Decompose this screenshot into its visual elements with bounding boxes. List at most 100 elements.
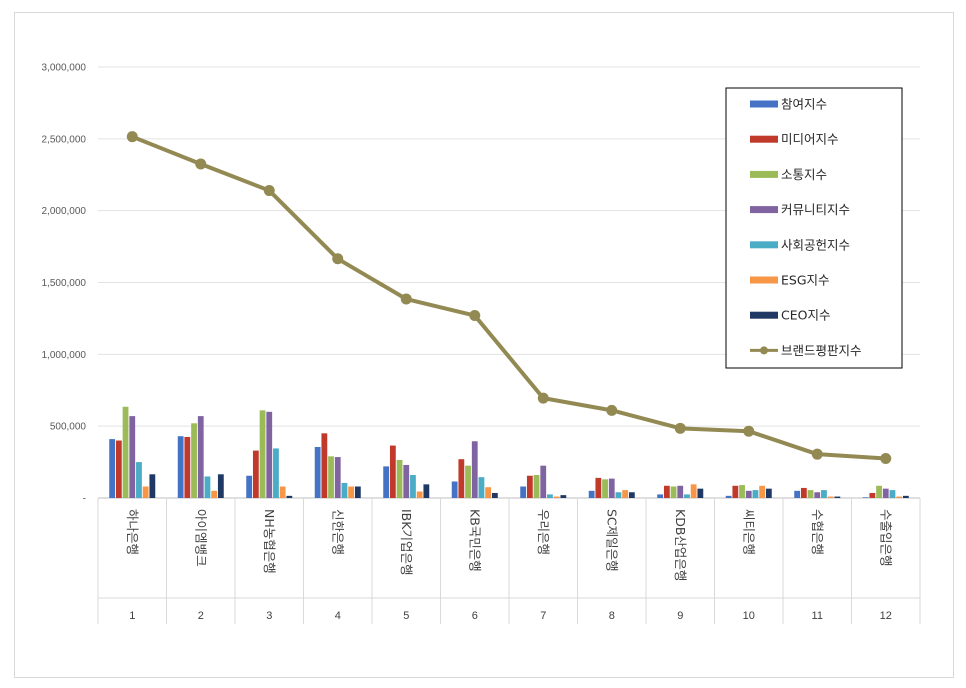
bar — [348, 486, 355, 498]
rank-label: 10 — [743, 610, 755, 622]
rank-label: 2 — [198, 610, 204, 622]
bar-group — [725, 485, 772, 498]
bar — [560, 495, 567, 498]
legend-swatch — [750, 100, 778, 108]
bar-group — [794, 487, 841, 498]
bar — [266, 411, 273, 498]
x-tick-label: SC제일은행 — [604, 509, 619, 572]
y-tick-label: 2,000,000 — [42, 206, 87, 217]
x-tick-label: 하나은행 — [125, 509, 140, 555]
bar — [217, 474, 224, 498]
bar — [321, 433, 328, 498]
legend-item: 사회공헌지수 — [750, 237, 850, 252]
bar — [273, 448, 279, 498]
bar — [663, 485, 670, 498]
line-point — [126, 131, 138, 143]
bar — [252, 450, 259, 498]
bar — [540, 465, 547, 498]
legend-label: 브랜드평판지수 — [781, 343, 862, 358]
bar — [807, 490, 814, 498]
x-tick-label: IBK기업은행 — [399, 509, 414, 575]
bar — [465, 465, 471, 498]
legend-marker — [760, 346, 768, 355]
rank-label: 7 — [540, 610, 546, 622]
bar — [602, 479, 608, 498]
legend-label: 사회공헌지수 — [781, 237, 850, 252]
legend-swatch — [750, 311, 778, 319]
bar — [341, 482, 348, 498]
bar — [246, 475, 253, 498]
bar — [416, 491, 423, 498]
x-tick-label: KB국민은행 — [467, 509, 482, 572]
bar — [800, 487, 807, 498]
bar — [314, 446, 321, 498]
bar — [588, 490, 595, 498]
y-tick-label: 3,000,000 — [42, 63, 87, 74]
bar — [354, 486, 361, 498]
bar-group — [657, 484, 704, 498]
bar — [533, 475, 540, 498]
rank-label: 6 — [472, 610, 478, 622]
bar — [739, 485, 745, 498]
bar — [794, 490, 801, 498]
bar — [684, 494, 690, 498]
legend-item: 커뮤니티지수 — [750, 202, 850, 217]
legend-label: 참여지수 — [781, 97, 827, 112]
bar — [882, 488, 889, 498]
bar — [471, 441, 478, 498]
bar-group — [383, 445, 430, 498]
bar — [759, 485, 766, 498]
bar — [732, 485, 739, 498]
y-tick-label: - — [83, 494, 86, 505]
bar — [657, 494, 664, 498]
line-point — [469, 310, 481, 322]
bar — [122, 406, 129, 498]
bar — [677, 485, 684, 498]
legend-item: 참여지수 — [750, 97, 827, 112]
bar — [410, 475, 416, 498]
x-tick-label: KDB산업은행 — [673, 509, 688, 581]
bar — [211, 490, 218, 498]
bar — [889, 490, 896, 498]
line-point — [880, 452, 892, 464]
legend-label: ESG지수 — [781, 273, 830, 288]
legend-swatch — [750, 206, 778, 214]
y-tick-label: 1,500,000 — [42, 278, 87, 289]
x-tick-label: 씨티은행 — [741, 509, 756, 555]
bar — [697, 488, 704, 498]
bar — [615, 492, 622, 498]
bar — [595, 477, 602, 498]
bar — [191, 423, 197, 498]
bar-group — [588, 477, 635, 498]
bar-series — [109, 406, 909, 498]
line-point — [537, 392, 549, 404]
bar — [259, 410, 266, 498]
legend-swatch — [750, 135, 778, 143]
bar — [491, 492, 498, 498]
bar — [869, 492, 876, 498]
line-path — [131, 134, 886, 461]
x-tick-label: 우리은행 — [536, 509, 551, 555]
legend-swatch — [750, 170, 778, 178]
bar — [485, 487, 492, 498]
rank-label: 9 — [677, 610, 683, 622]
bar-group — [862, 485, 909, 498]
y-tick-label: 2,500,000 — [42, 134, 87, 145]
legend-swatch — [750, 276, 778, 284]
y-tick-label: 500,000 — [50, 422, 87, 433]
bar — [334, 457, 341, 498]
rank-label: 3 — [266, 610, 272, 622]
bar — [725, 495, 732, 498]
bar — [752, 490, 759, 498]
legend-swatch — [750, 241, 778, 249]
bar — [177, 436, 184, 498]
bar — [670, 486, 677, 498]
line-point — [606, 404, 618, 416]
bar-group — [109, 406, 156, 498]
rank-label: 12 — [880, 610, 892, 622]
bar — [622, 490, 629, 498]
rank-label: 5 — [403, 610, 409, 622]
bar-group — [314, 433, 361, 498]
y-axis-ticks: 3,000,000 2,500,000 2,000,000 1,500,000 1,00… — [42, 63, 87, 505]
